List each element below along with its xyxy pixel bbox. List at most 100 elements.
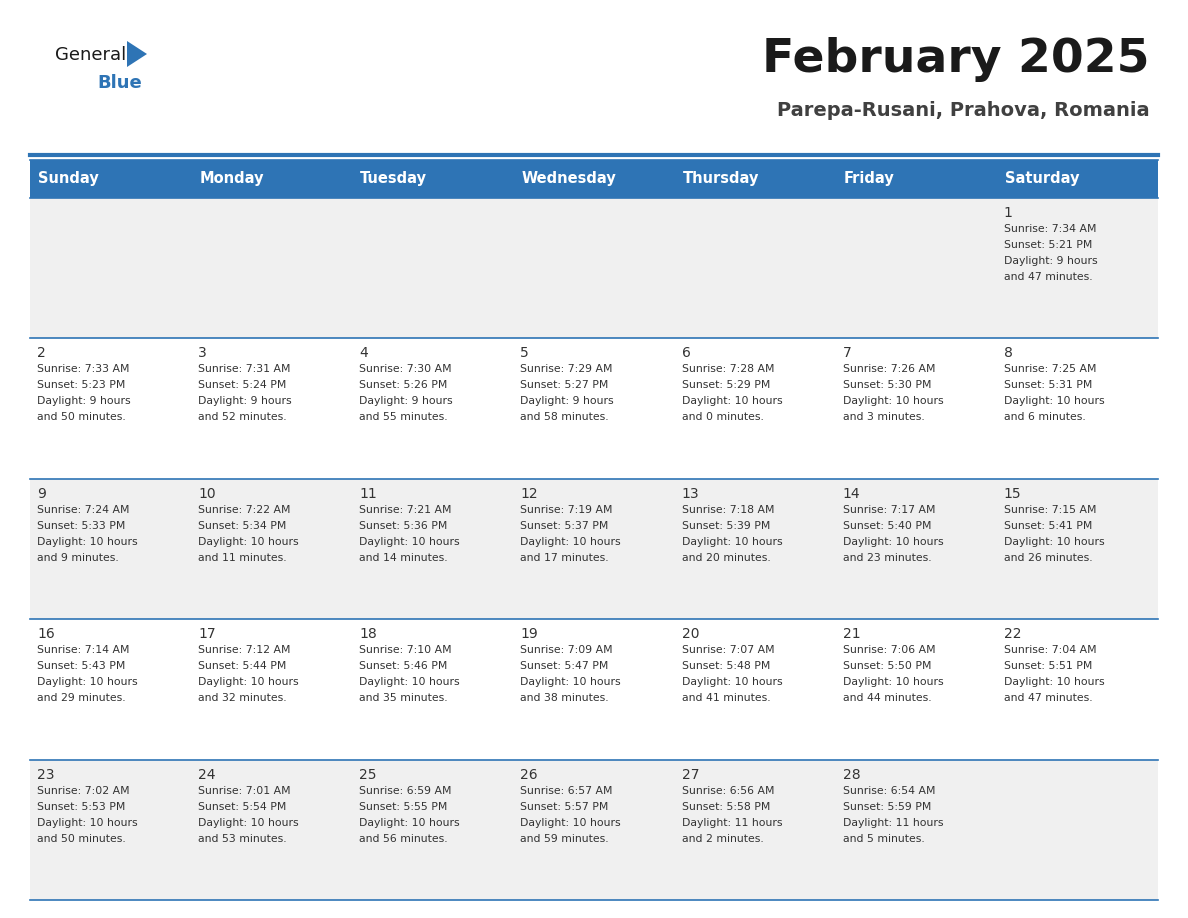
Text: 15: 15 [1004, 487, 1022, 501]
Text: 20: 20 [682, 627, 699, 641]
Text: Sunrise: 6:57 AM: Sunrise: 6:57 AM [520, 786, 613, 796]
Text: Sunrise: 7:21 AM: Sunrise: 7:21 AM [359, 505, 451, 515]
Text: Daylight: 9 hours: Daylight: 9 hours [1004, 256, 1098, 266]
Text: 13: 13 [682, 487, 700, 501]
Text: 9: 9 [37, 487, 46, 501]
Text: and 29 minutes.: and 29 minutes. [37, 693, 126, 703]
Text: Sunset: 5:41 PM: Sunset: 5:41 PM [1004, 521, 1092, 531]
Text: and 56 minutes.: and 56 minutes. [359, 834, 448, 844]
Text: Sunrise: 7:10 AM: Sunrise: 7:10 AM [359, 645, 451, 655]
Text: 21: 21 [842, 627, 860, 641]
Text: and 2 minutes.: and 2 minutes. [682, 834, 764, 844]
Text: Sunset: 5:21 PM: Sunset: 5:21 PM [1004, 240, 1092, 250]
Text: Daylight: 10 hours: Daylight: 10 hours [1004, 397, 1105, 407]
Text: 10: 10 [198, 487, 216, 501]
Text: Sunset: 5:47 PM: Sunset: 5:47 PM [520, 661, 608, 671]
Text: and 53 minutes.: and 53 minutes. [198, 834, 286, 844]
Text: 18: 18 [359, 627, 377, 641]
Text: Sunrise: 7:25 AM: Sunrise: 7:25 AM [1004, 364, 1097, 375]
Text: Sunset: 5:39 PM: Sunset: 5:39 PM [682, 521, 770, 531]
Text: Daylight: 10 hours: Daylight: 10 hours [520, 818, 621, 828]
Text: Daylight: 10 hours: Daylight: 10 hours [198, 818, 298, 828]
Text: General: General [55, 46, 126, 64]
Text: Sunset: 5:24 PM: Sunset: 5:24 PM [198, 380, 286, 390]
Text: Sunrise: 7:26 AM: Sunrise: 7:26 AM [842, 364, 935, 375]
Text: Sunset: 5:50 PM: Sunset: 5:50 PM [842, 661, 931, 671]
Text: Sunset: 5:33 PM: Sunset: 5:33 PM [37, 521, 126, 531]
Text: Sunrise: 7:07 AM: Sunrise: 7:07 AM [682, 645, 775, 655]
Text: and 58 minutes.: and 58 minutes. [520, 412, 609, 422]
Text: Daylight: 10 hours: Daylight: 10 hours [359, 677, 460, 688]
Text: and 26 minutes.: and 26 minutes. [1004, 553, 1093, 563]
Text: Sunrise: 7:09 AM: Sunrise: 7:09 AM [520, 645, 613, 655]
Text: 22: 22 [1004, 627, 1022, 641]
Text: Wednesday: Wednesday [522, 172, 617, 186]
Text: 2: 2 [37, 346, 46, 361]
Text: Sunrise: 7:19 AM: Sunrise: 7:19 AM [520, 505, 613, 515]
Text: 4: 4 [359, 346, 368, 361]
Text: and 47 minutes.: and 47 minutes. [1004, 693, 1093, 703]
Text: Daylight: 10 hours: Daylight: 10 hours [682, 397, 782, 407]
Text: Sunset: 5:51 PM: Sunset: 5:51 PM [1004, 661, 1092, 671]
Text: Sunrise: 7:15 AM: Sunrise: 7:15 AM [1004, 505, 1097, 515]
Text: 3: 3 [198, 346, 207, 361]
Text: Daylight: 10 hours: Daylight: 10 hours [37, 818, 138, 828]
Text: and 20 minutes.: and 20 minutes. [682, 553, 770, 563]
Text: 12: 12 [520, 487, 538, 501]
Text: 8: 8 [1004, 346, 1012, 361]
Text: and 5 minutes.: and 5 minutes. [842, 834, 924, 844]
Text: Sunrise: 7:14 AM: Sunrise: 7:14 AM [37, 645, 129, 655]
Text: Sunrise: 6:56 AM: Sunrise: 6:56 AM [682, 786, 775, 796]
Text: 16: 16 [37, 627, 55, 641]
Text: and 44 minutes.: and 44 minutes. [842, 693, 931, 703]
Text: Sunset: 5:30 PM: Sunset: 5:30 PM [842, 380, 931, 390]
Text: Sunrise: 7:28 AM: Sunrise: 7:28 AM [682, 364, 775, 375]
Text: and 17 minutes.: and 17 minutes. [520, 553, 609, 563]
Text: Sunset: 5:34 PM: Sunset: 5:34 PM [198, 521, 286, 531]
Text: and 3 minutes.: and 3 minutes. [842, 412, 924, 422]
Text: Sunrise: 7:22 AM: Sunrise: 7:22 AM [198, 505, 291, 515]
Text: Tuesday: Tuesday [360, 172, 428, 186]
Text: 14: 14 [842, 487, 860, 501]
Text: 28: 28 [842, 767, 860, 781]
Text: Sunrise: 7:02 AM: Sunrise: 7:02 AM [37, 786, 129, 796]
Text: Sunset: 5:27 PM: Sunset: 5:27 PM [520, 380, 608, 390]
Text: Daylight: 9 hours: Daylight: 9 hours [520, 397, 614, 407]
Text: and 0 minutes.: and 0 minutes. [682, 412, 764, 422]
Text: Sunrise: 7:34 AM: Sunrise: 7:34 AM [1004, 224, 1097, 234]
Text: Sunset: 5:48 PM: Sunset: 5:48 PM [682, 661, 770, 671]
Text: and 59 minutes.: and 59 minutes. [520, 834, 609, 844]
Text: Sunrise: 7:04 AM: Sunrise: 7:04 AM [1004, 645, 1097, 655]
Text: Daylight: 10 hours: Daylight: 10 hours [842, 397, 943, 407]
Text: Daylight: 10 hours: Daylight: 10 hours [198, 677, 298, 688]
Text: Sunrise: 7:12 AM: Sunrise: 7:12 AM [198, 645, 291, 655]
Text: Daylight: 10 hours: Daylight: 10 hours [682, 537, 782, 547]
Text: and 14 minutes.: and 14 minutes. [359, 553, 448, 563]
Text: and 32 minutes.: and 32 minutes. [198, 693, 286, 703]
Text: Sunday: Sunday [38, 172, 99, 186]
Text: Sunrise: 7:01 AM: Sunrise: 7:01 AM [198, 786, 291, 796]
Text: and 52 minutes.: and 52 minutes. [198, 412, 286, 422]
Text: Sunrise: 6:59 AM: Sunrise: 6:59 AM [359, 786, 451, 796]
Text: and 50 minutes.: and 50 minutes. [37, 834, 126, 844]
Text: Sunrise: 7:31 AM: Sunrise: 7:31 AM [198, 364, 291, 375]
Text: and 9 minutes.: and 9 minutes. [37, 553, 119, 563]
Text: Saturday: Saturday [1005, 172, 1080, 186]
Text: 26: 26 [520, 767, 538, 781]
Text: Daylight: 10 hours: Daylight: 10 hours [682, 677, 782, 688]
Text: 24: 24 [198, 767, 216, 781]
Text: 25: 25 [359, 767, 377, 781]
Text: Sunset: 5:36 PM: Sunset: 5:36 PM [359, 521, 448, 531]
Text: Sunset: 5:23 PM: Sunset: 5:23 PM [37, 380, 126, 390]
Text: Sunset: 5:44 PM: Sunset: 5:44 PM [198, 661, 286, 671]
Text: Daylight: 11 hours: Daylight: 11 hours [682, 818, 782, 828]
Text: Daylight: 10 hours: Daylight: 10 hours [842, 537, 943, 547]
Text: and 35 minutes.: and 35 minutes. [359, 693, 448, 703]
Text: Sunset: 5:57 PM: Sunset: 5:57 PM [520, 801, 608, 812]
Text: Friday: Friday [843, 172, 895, 186]
Text: Sunset: 5:55 PM: Sunset: 5:55 PM [359, 801, 448, 812]
Text: Sunrise: 7:17 AM: Sunrise: 7:17 AM [842, 505, 935, 515]
Text: and 55 minutes.: and 55 minutes. [359, 412, 448, 422]
Text: Sunset: 5:59 PM: Sunset: 5:59 PM [842, 801, 931, 812]
Text: Daylight: 10 hours: Daylight: 10 hours [198, 537, 298, 547]
